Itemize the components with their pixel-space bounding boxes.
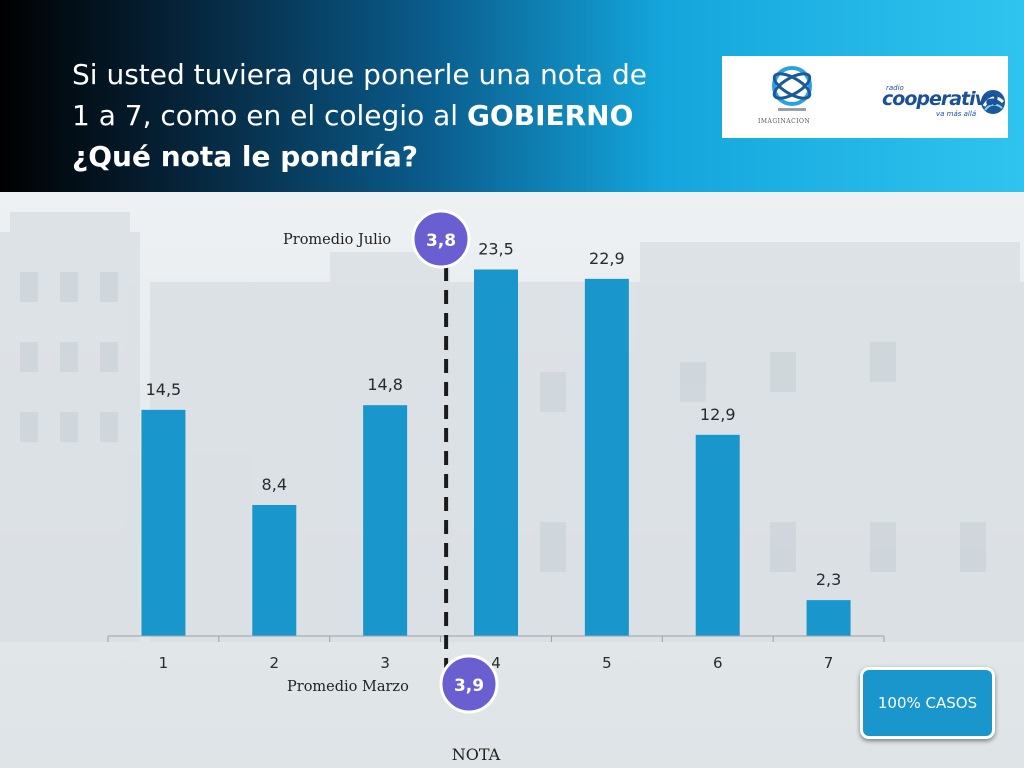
bar-5 xyxy=(584,278,629,636)
cooperativa-logo-text: cooperativa xyxy=(882,88,999,110)
julio-average-bubble xyxy=(411,209,471,269)
title-line-1: Si usted tuviera que ponerle una nota de xyxy=(72,58,647,91)
value-label-4: 23,5 xyxy=(478,240,514,259)
bar-2 xyxy=(252,504,297,636)
category-label-2: 2 xyxy=(270,654,280,672)
cases-badge-label: 100% CASOS xyxy=(877,694,978,712)
category-labels-group: 1 2 3 4 5 6 7 xyxy=(159,654,834,672)
bar-1 xyxy=(141,409,186,636)
value-label-5: 22,9 xyxy=(589,249,625,268)
title-line-2: 1 a 7, como en el colegio al xyxy=(72,99,467,132)
value-label-2: 8,4 xyxy=(262,475,287,494)
bars-group xyxy=(141,269,851,636)
marzo-average-value: 3,9 xyxy=(454,676,484,696)
value-labels-group: 14,5 8,4 14,8 23,5 22,9 12,9 2,3 xyxy=(146,240,842,590)
category-label-6: 6 xyxy=(713,654,723,672)
bar-7 xyxy=(806,600,851,636)
value-label-6: 12,9 xyxy=(700,405,736,424)
julio-average-marker: Promedio Julio 3,8 xyxy=(283,209,471,269)
category-label-5: 5 xyxy=(602,654,612,672)
logos-panel: IMAGINACION radio cooperativa va más all… xyxy=(722,56,1008,138)
page-title: Si usted tuviera que ponerle una nota de… xyxy=(72,54,712,177)
bar-4 xyxy=(474,269,518,636)
value-label-3: 14,8 xyxy=(367,375,403,394)
category-label-3: 3 xyxy=(380,654,390,672)
value-label-1: 14,5 xyxy=(146,380,182,399)
category-label-1: 1 xyxy=(159,654,169,672)
marzo-average-bubble xyxy=(439,654,499,714)
imaginacion-logo-text: IMAGINACION xyxy=(758,118,811,125)
category-label-4: 4 xyxy=(491,654,501,672)
value-label-7: 2,3 xyxy=(816,570,841,589)
julio-average-value: 3,8 xyxy=(426,231,456,251)
julio-average-label: Promedio Julio xyxy=(283,232,391,248)
imaginacion-logo-icon xyxy=(772,66,1005,114)
bar-6 xyxy=(695,434,740,636)
x-ticks-group xyxy=(107,636,885,642)
marzo-average-label: Promedio Marzo xyxy=(287,679,409,695)
bar-3 xyxy=(363,405,408,636)
cooperativa-slogan-text: va más allá xyxy=(936,110,977,118)
cases-badge: 100% CASOS xyxy=(860,667,995,739)
title-line-3: ¿Qué nota le pondría? xyxy=(72,140,419,173)
marzo-average-marker: Promedio Marzo 3,9 xyxy=(287,654,499,714)
title-line-2-bold: GOBIERNO xyxy=(466,99,634,132)
header-banner: Si usted tuviera que ponerle una nota de… xyxy=(0,0,1024,192)
x-axis-title: NOTA xyxy=(452,745,501,764)
category-label-7: 7 xyxy=(824,654,834,672)
cooperativa-radio-text: radio xyxy=(886,84,904,92)
